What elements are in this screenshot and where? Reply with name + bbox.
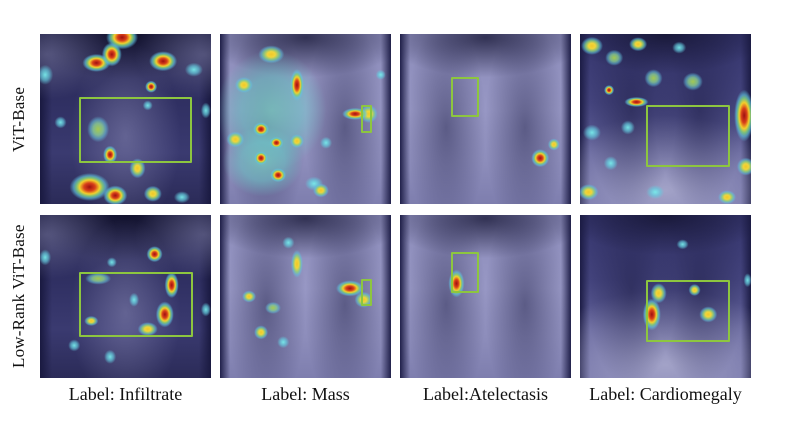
heatmap-vit-base-infiltrate [40, 34, 211, 204]
heatmap-low-rank-vit-base-infiltrate [40, 215, 211, 378]
heatmap-low-rank-vit-base-cardiomegaly [580, 215, 751, 378]
ground-truth-bbox [79, 272, 194, 338]
ground-truth-bbox [79, 96, 193, 164]
ground-truth-bbox [451, 76, 479, 118]
column-label-infiltrate: Label: Infiltrate [68, 384, 183, 404]
ground-truth-bbox [451, 252, 479, 294]
ground-truth-bbox [361, 105, 373, 133]
ground-truth-bbox [645, 280, 730, 343]
heatmap-vit-base-cardiomegaly [580, 34, 751, 204]
heatmap-vit-base-mass [220, 34, 391, 204]
heatmap-low-rank-vit-base-mass [220, 215, 391, 378]
column-label-cardiomegaly: Label: Cardiomegaly [589, 384, 742, 404]
heatmap-low-rank-vit-base-atelectasis [400, 215, 571, 378]
column-label-mass: Label: Mass [261, 384, 350, 404]
ground-truth-bbox [645, 105, 730, 168]
heatmap-vit-base-atelectasis [400, 34, 571, 204]
row-label-low-rank-vit-base: Low-Rank ViT-Base [9, 224, 28, 369]
row-label-vit-base: ViT-Base [9, 86, 28, 152]
ground-truth-bbox [361, 278, 373, 307]
column-label-atelectasis: Label:Atelectasis [423, 384, 548, 404]
